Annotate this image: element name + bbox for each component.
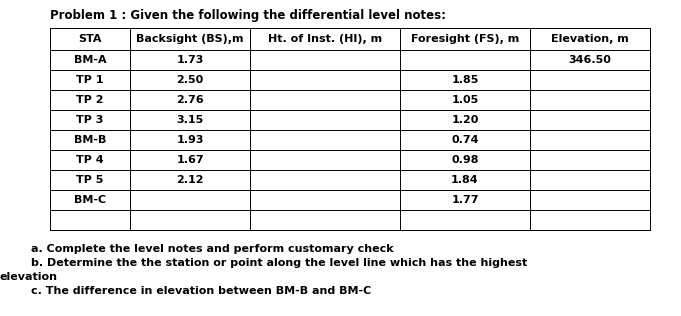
Text: Elevation, m: Elevation, m [551,34,629,44]
Text: 1.05: 1.05 [452,95,479,105]
Text: TP 2: TP 2 [76,95,104,105]
Text: BM-A: BM-A [74,55,106,65]
Text: 346.50: 346.50 [569,55,612,65]
Text: 1.77: 1.77 [452,195,479,205]
Text: TP 3: TP 3 [76,115,104,125]
Text: Ht. of Inst. (HI), m: Ht. of Inst. (HI), m [268,34,382,44]
Text: BM-C: BM-C [74,195,106,205]
Text: a. Complete the level notes and perform customary check: a. Complete the level notes and perform … [0,244,394,254]
Text: 1.73: 1.73 [176,55,204,65]
Text: 2.50: 2.50 [176,75,204,85]
Text: c. The difference in elevation between BM-B and BM-C: c. The difference in elevation between B… [0,286,371,296]
Text: Problem 1 : Given the following the differential level notes:: Problem 1 : Given the following the diff… [50,9,446,22]
Text: 0.74: 0.74 [452,135,479,145]
Text: TP 4: TP 4 [76,155,104,165]
Text: 1.67: 1.67 [176,155,204,165]
Text: BM-B: BM-B [74,135,106,145]
Text: TP 1: TP 1 [76,75,104,85]
Text: 0.98: 0.98 [452,155,479,165]
Text: 1.93: 1.93 [176,135,204,145]
Text: TP 5: TP 5 [76,175,104,185]
Text: b. Determine the the station or point along the level line which has the highest: b. Determine the the station or point al… [0,258,527,268]
Text: 1.20: 1.20 [452,115,479,125]
Text: 1.84: 1.84 [452,175,479,185]
Text: 2.76: 2.76 [176,95,204,105]
Text: 2.12: 2.12 [176,175,204,185]
Text: 1.85: 1.85 [452,75,479,85]
Text: elevation: elevation [0,272,58,282]
Text: STA: STA [78,34,101,44]
Text: Foresight (FS), m: Foresight (FS), m [411,34,519,44]
Text: 3.15: 3.15 [176,115,204,125]
Text: Backsight (BS),m: Backsight (BS),m [136,34,244,44]
